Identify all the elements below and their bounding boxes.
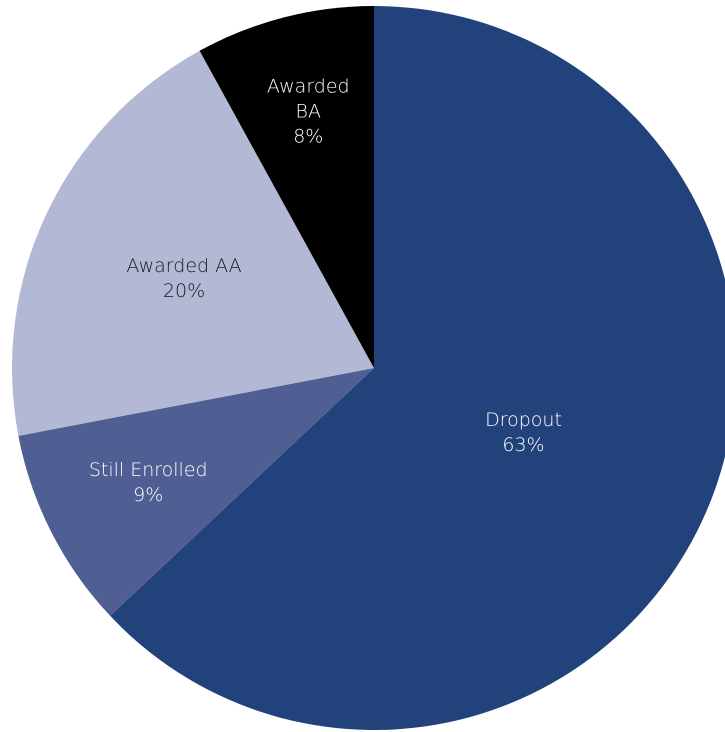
slice-label: Awarded AA 20% <box>104 254 264 304</box>
value-label: 9% <box>133 484 164 507</box>
value-label: 8% <box>293 125 324 148</box>
value-label: 63% <box>502 433 545 456</box>
pie-slice <box>11 50 374 436</box>
category-label: Still Enrolled <box>88 459 208 482</box>
slice-label: Awarded BA 8% <box>253 75 363 150</box>
pie-slice <box>18 368 374 616</box>
pie-slice <box>110 6 725 730</box>
category-label: Dropout <box>485 408 562 431</box>
pie-slice <box>199 6 374 368</box>
slice-label: Still Enrolled 9% <box>68 458 228 508</box>
category-label: Awarded AA <box>126 254 242 277</box>
slice-label: Dropout 63% <box>454 408 594 458</box>
value-label: 20% <box>162 279 206 302</box>
category-label: Awarded BA <box>266 75 350 123</box>
